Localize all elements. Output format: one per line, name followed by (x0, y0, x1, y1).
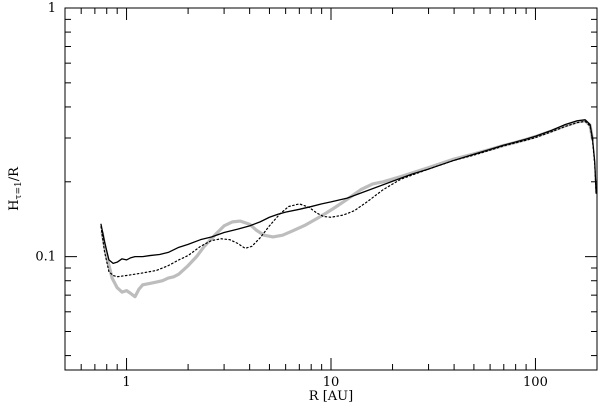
axis-ticks (64, 7, 598, 370)
y-tick-label: 1 (48, 1, 56, 16)
x-tick-label: 1 (122, 375, 130, 390)
series-lines (100, 119, 597, 299)
y-axis-label-tail: /R (7, 166, 22, 181)
y-axis-label-sub: τ=1 (14, 181, 24, 199)
x-tick-label: 100 (523, 375, 548, 390)
y-tick-label: 0.1 (35, 250, 56, 265)
tick-labels: 1 10 100 0.1 1 (35, 1, 548, 390)
y-axis-label: Hτ=1/R (7, 166, 24, 211)
x-axis-label: R [AU] (309, 389, 353, 404)
series-line-solid-black (100, 119, 597, 264)
plot-frame (64, 7, 598, 371)
series-line-thick-gray (100, 119, 595, 299)
x-tick-label: 10 (323, 375, 340, 390)
y-axis-label-main: H (7, 200, 22, 211)
